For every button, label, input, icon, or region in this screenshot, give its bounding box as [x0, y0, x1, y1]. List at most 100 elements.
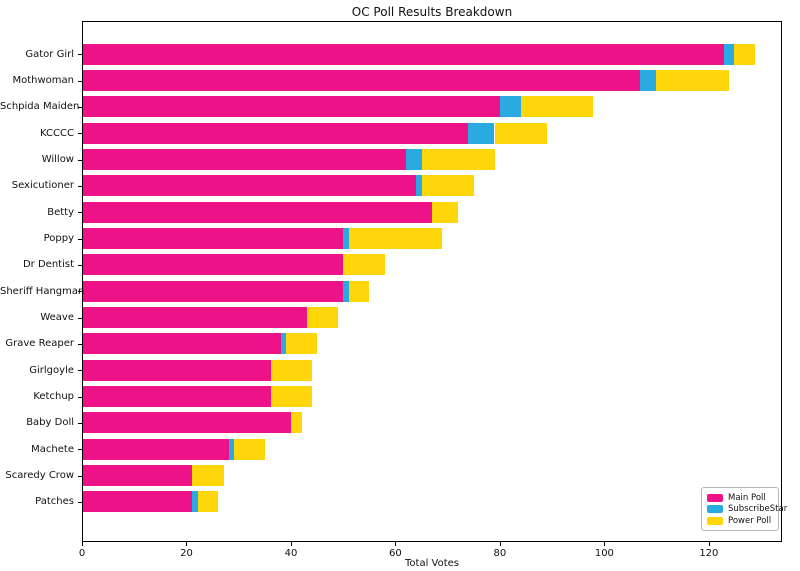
bar-segment-main-poll [83, 333, 281, 355]
bar-segment-subscribestar [723, 43, 735, 65]
bar-segment-power-poll [306, 307, 339, 329]
bar-segment-main-poll [83, 491, 193, 513]
bar-row [83, 333, 781, 355]
bar-segment-subscribestar [343, 280, 349, 302]
y-tick-label: Patches [35, 496, 74, 508]
bar-segment-main-poll [83, 254, 344, 276]
legend-label: Main Poll [728, 492, 766, 503]
plot-area [82, 21, 782, 542]
y-tick-mark [78, 238, 82, 240]
y-tick-mark [78, 449, 82, 451]
bar-segment-main-poll [83, 201, 432, 223]
y-tick-mark [78, 343, 82, 345]
bar-segment-main-poll [83, 465, 193, 487]
bar-row [83, 307, 781, 329]
bar-segment-subscribestar [280, 333, 287, 355]
bar-segment-subscribestar [343, 228, 349, 250]
bar-row [83, 465, 781, 487]
bar-segment-main-poll [83, 122, 469, 144]
bar-segment-power-poll [348, 280, 370, 302]
y-tick-label: Girlgoyle [29, 364, 74, 376]
y-tick-mark [78, 475, 82, 477]
bar-segment-subscribestar [416, 175, 422, 197]
y-tick-label: Sexicutioner [11, 180, 74, 192]
bar-row [83, 254, 781, 276]
y-tick-mark [78, 317, 82, 319]
bar-row [83, 386, 781, 408]
x-tick-label: 100 [594, 548, 614, 559]
bar-row [83, 122, 781, 144]
bar-segment-power-poll [655, 70, 729, 92]
y-tick-label: Grave Reaper [5, 338, 74, 350]
y-tick-mark [78, 80, 82, 82]
x-tick-label: 80 [493, 548, 507, 559]
y-tick-mark [78, 396, 82, 398]
bar-row [83, 70, 781, 92]
legend-label: SubscribeStar [728, 504, 788, 514]
bar-segment-power-poll [432, 201, 459, 223]
bar-segment-main-poll [83, 175, 417, 197]
bar-segment-power-poll [291, 412, 302, 434]
bar-segment-power-poll [734, 43, 755, 65]
y-tick-mark [78, 291, 82, 293]
x-tick-mark [82, 542, 83, 546]
y-tick-mark [78, 159, 82, 161]
bar-segment-main-poll [83, 70, 641, 92]
y-tick-mark [78, 106, 82, 108]
y-tick-label: Gator Girl [25, 48, 74, 60]
y-tick-label: KCCCC [40, 127, 74, 139]
y-tick-mark [78, 212, 82, 214]
legend-swatch-power-poll [707, 516, 723, 525]
bar-segment-main-poll [83, 307, 307, 329]
x-tick-mark [708, 542, 710, 546]
bar-segment-power-poll [197, 491, 219, 513]
bar-segment-main-poll [83, 43, 724, 65]
bar-segment-main-poll [83, 149, 406, 171]
bar-segment-power-poll [520, 96, 594, 118]
bar-row [83, 175, 781, 197]
x-tick-mark [604, 542, 606, 546]
y-tick-mark [78, 370, 82, 372]
x-tick-mark [395, 542, 397, 546]
bar-segment-power-poll [421, 149, 495, 171]
x-tick-label: 0 [78, 548, 86, 559]
bar-segment-power-poll [348, 228, 443, 250]
bar-segment-power-poll [270, 386, 313, 408]
y-tick-mark [78, 501, 82, 503]
y-tick-label: Poppy [43, 233, 74, 245]
bar-segment-power-poll [343, 254, 386, 276]
bar-segment-main-poll [83, 280, 344, 302]
chart-title: OC Poll Results Breakdown [351, 5, 513, 19]
x-tick-label: 40 [284, 548, 298, 559]
bar-row [83, 96, 781, 118]
y-tick-label: Scaredy Crow [5, 470, 74, 482]
bar-segment-subscribestar [640, 70, 656, 92]
y-tick-label: Weave [40, 312, 74, 324]
y-tick-label: Baby Doll [26, 417, 74, 429]
bar-row [83, 491, 781, 513]
bar-segment-main-poll [83, 386, 271, 408]
bar-segment-main-poll [83, 228, 344, 250]
x-axis-title: Total Votes [405, 558, 459, 569]
y-tick-mark [78, 54, 82, 56]
x-tick-mark [499, 542, 501, 546]
y-tick-label: Mothwoman [12, 75, 74, 87]
y-tick-mark [78, 264, 82, 266]
y-tick-label: Dr Dentist [22, 259, 74, 271]
bar-segment-subscribestar [192, 491, 198, 513]
bar-segment-power-poll [494, 122, 547, 144]
bar-segment-main-poll [83, 359, 271, 381]
x-tick-label: 60 [389, 548, 402, 559]
bar-row [83, 438, 781, 460]
legend-swatch-main-poll [707, 493, 723, 502]
x-tick-mark [290, 542, 292, 546]
legend: Main Poll SubscribeStar Power Poll [701, 487, 787, 531]
legend-item: Main Poll [707, 492, 773, 503]
bar-segment-power-poll [234, 438, 266, 460]
y-tick-label: Betty [47, 206, 74, 218]
bar-row [83, 149, 781, 171]
bar-segment-power-poll [192, 465, 224, 487]
bar-row [83, 201, 781, 223]
bar-segment-power-poll [286, 333, 318, 355]
y-tick-mark [78, 422, 82, 424]
